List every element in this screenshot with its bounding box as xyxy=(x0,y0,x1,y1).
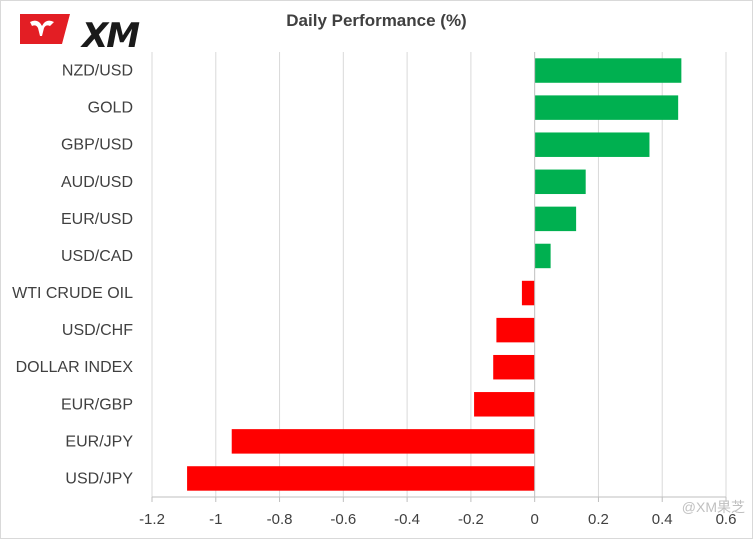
bar-dollar-index xyxy=(493,354,535,380)
x-tick-label: 0 xyxy=(530,511,538,528)
category-label: EUR/JPY xyxy=(65,433,133,450)
watermark: @XM果芝 xyxy=(681,499,745,515)
x-tick-label: -0.6 xyxy=(330,511,356,528)
x-tick-label: 0.4 xyxy=(652,511,673,528)
category-label: NZD/USD xyxy=(62,63,133,80)
x-tick-label: -0.8 xyxy=(267,511,293,528)
bar-usd-jpy xyxy=(187,466,535,491)
bar-eur-gbp xyxy=(474,392,535,417)
bar-wti-crude-oil xyxy=(521,280,535,306)
category-label: EUR/USD xyxy=(61,211,133,228)
category-label: AUD/USD xyxy=(61,174,133,191)
logo-text: XM xyxy=(82,16,140,56)
bar-aud-usd xyxy=(534,169,586,195)
bar-eur-jpy xyxy=(231,429,535,454)
x-tick-label: -0.4 xyxy=(394,511,420,528)
category-label: EUR/GBP xyxy=(61,396,133,413)
x-tick-label: 0.6 xyxy=(716,511,737,528)
category-label: USD/CAD xyxy=(61,248,133,265)
bar-nzd-usd xyxy=(534,58,682,83)
category-label: GBP/USD xyxy=(61,137,133,154)
bar-eur-usd xyxy=(534,206,577,232)
bar-usd-cad xyxy=(534,243,551,269)
x-tick-label: -1 xyxy=(209,511,222,528)
bar-gold xyxy=(534,95,679,120)
category-label: GOLD xyxy=(88,100,133,117)
category-label: USD/CHF xyxy=(62,322,133,339)
x-tick-label: -1.2 xyxy=(139,511,165,528)
chart-title: Daily Performance (%) xyxy=(286,11,467,30)
category-label: WTI CRUDE OIL xyxy=(12,285,133,302)
bar-gbp-usd xyxy=(534,132,650,157)
x-tick-label: -0.2 xyxy=(458,511,484,528)
bar-usd-chf xyxy=(496,317,535,343)
bull-icon xyxy=(20,14,70,44)
category-label: USD/JPY xyxy=(65,470,133,487)
x-tick-label: 0.2 xyxy=(588,511,609,528)
xm-logo: XM xyxy=(16,8,156,56)
category-label: DOLLAR INDEX xyxy=(16,359,134,376)
